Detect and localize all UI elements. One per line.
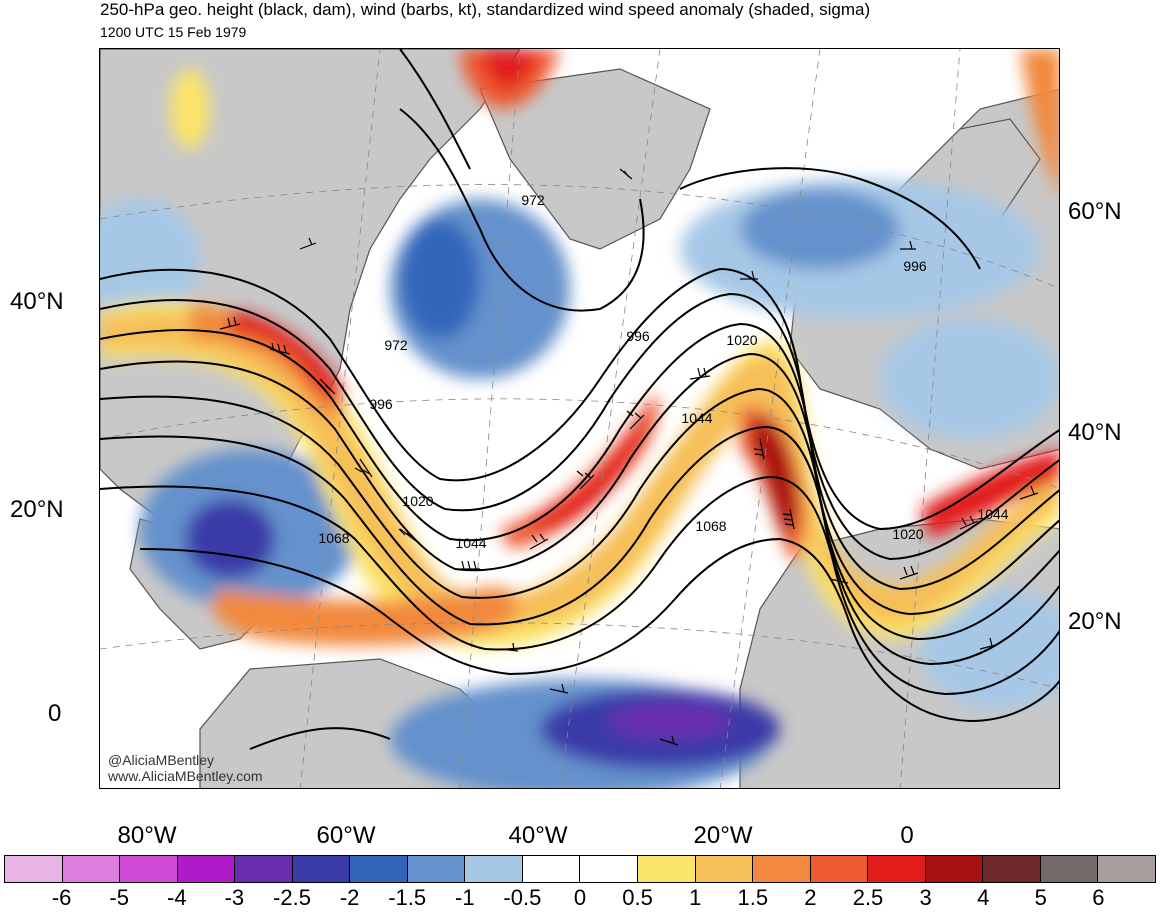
colorbar-swatch [522, 856, 581, 882]
colorbar-tick-label: -1.5 [388, 885, 427, 910]
map-title: 250-hPa geo. height (black, dam), wind (… [100, 0, 871, 19]
map-panel: 972 972 996 996 996 1020 1020 1020 1044 … [99, 48, 1060, 789]
colorbar-tick-label: 3 [919, 885, 932, 910]
colorbar-swatch [177, 856, 236, 882]
lat-label-left: 0 [48, 700, 62, 727]
lon-label: 80°W [117, 822, 177, 849]
lon-label: 40°W [508, 822, 568, 849]
colorbar-swatch [695, 856, 754, 882]
contour-label: 1020 [726, 332, 757, 348]
colorbar-swatch [638, 856, 696, 882]
colorbar-tick-label: 1.5 [737, 885, 769, 910]
contour-label: 996 [903, 258, 927, 274]
contour-label: 996 [369, 396, 393, 412]
colorbar-labels: -6 -5 -4 -3 -2.5 -2 -1.5 -1 -0.5 0 0.5 1 1.5 2 2.5 3 4 5 6 [4, 885, 1156, 912]
colorbar-swatch [407, 856, 466, 882]
colorbar-tick-label: 2 [804, 885, 817, 910]
contour-label: 972 [521, 192, 545, 208]
colorbar-swatch [580, 856, 639, 882]
lat-label-right: 40°N [1068, 419, 1122, 446]
colorbar-tick-label: -2 [339, 885, 360, 910]
contour-label: 972 [384, 337, 408, 353]
colorbar-tick-label: 5 [1034, 885, 1047, 910]
colorbar-tick-label: -6 [51, 885, 72, 910]
map-canvas: 972 972 996 996 996 1020 1020 1020 1044 … [100, 49, 1059, 788]
lat-label-right: 60°N [1068, 198, 1122, 225]
colorbar-swatch [62, 856, 121, 882]
colorbar [4, 855, 1156, 883]
colorbar-swatch [810, 856, 869, 882]
contour-label: 1044 [455, 535, 486, 551]
colorbar-swatch [868, 856, 926, 882]
colorbar-swatch [350, 856, 408, 882]
colorbar-tick-label: 0.5 [622, 885, 653, 910]
contour-label: 1044 [977, 506, 1008, 522]
credit-website: www.AliciaMBentley.com [108, 768, 263, 784]
lat-label-right: 20°N [1068, 608, 1122, 635]
colorbar-swatch [1040, 856, 1099, 882]
height-contours [100, 49, 1059, 750]
lat-label-left: 40°N [10, 288, 64, 315]
colorbar-tick-label: 6 [1092, 885, 1105, 910]
contour-label: 1020 [892, 526, 923, 542]
wind-barbs [219, 168, 1039, 746]
greenland [479, 68, 711, 250]
valid-time: 1200 UTC 15 Feb 1979 [100, 24, 247, 40]
colorbar-swatch [120, 856, 178, 882]
colorbar-tick-label: -2.5 [273, 885, 311, 910]
contour-labels: 972 972 996 996 996 1020 1020 1020 1044 … [318, 192, 1008, 551]
colorbar-tick-label: -3 [224, 885, 245, 910]
colorbar-swatch [5, 856, 63, 882]
lon-label: 60°W [316, 822, 376, 849]
contour-label: 1020 [402, 493, 433, 509]
contour-label: 996 [626, 328, 650, 344]
contour-label: 1068 [318, 530, 349, 546]
colorbar-swatch [292, 856, 351, 882]
colorbar-swatch [753, 856, 811, 882]
colorbar-tick-label: -5 [109, 885, 129, 910]
contour-label: 1068 [695, 518, 726, 534]
lon-label: 20°W [693, 822, 753, 849]
colorbar-swatch [983, 856, 1041, 882]
contour-label: 1044 [681, 410, 712, 426]
colorbar-swatch [1098, 856, 1155, 882]
lat-label-left: 20°N [10, 496, 64, 523]
colorbar-tick-label: -4 [167, 885, 187, 910]
colorbar-tick-label: 2.5 [852, 885, 884, 910]
colorbar-tick-label: 4 [977, 885, 990, 910]
colorbar-tick-label: 1 [689, 885, 702, 910]
anomaly-shading [100, 49, 1059, 788]
colorbar-tick-label: -0.5 [503, 885, 542, 910]
lon-label: 0 [900, 822, 914, 849]
colorbar-tick-label: -1 [455, 885, 475, 910]
credit-twitter: @AliciaMBentley [108, 752, 215, 768]
colorbar-swatch [235, 856, 293, 882]
colorbar-swatch [465, 856, 523, 882]
colorbar-tick-label: 0 [573, 885, 587, 910]
colorbar-swatch [925, 856, 984, 882]
